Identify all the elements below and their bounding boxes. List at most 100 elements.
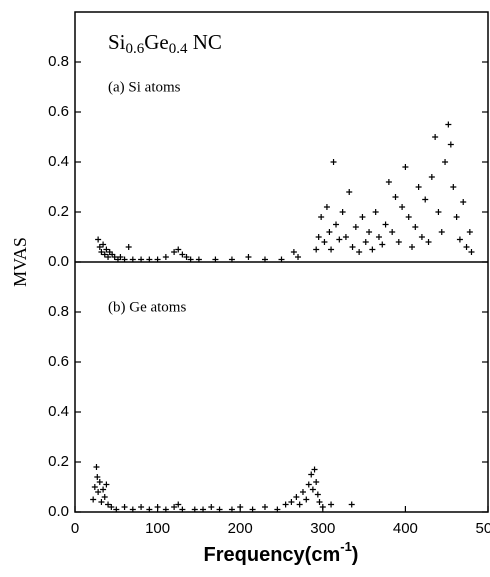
point (96, 244, 103, 250)
point (315, 234, 322, 240)
point (191, 506, 198, 513)
point (450, 184, 457, 190)
point (362, 239, 369, 245)
title-part: Ge (144, 30, 169, 54)
point (321, 239, 328, 245)
point (303, 496, 310, 503)
point (98, 499, 105, 505)
point (453, 214, 460, 220)
point (336, 236, 343, 243)
point (125, 244, 132, 250)
y-tick-label: 0.4 (48, 153, 69, 170)
x-tick-label: 100 (145, 520, 170, 537)
y-tick-label: 0.0 (48, 503, 69, 520)
point (296, 501, 303, 508)
x-tick-label: 0 (71, 520, 79, 537)
point (113, 506, 120, 513)
title-part: Si (108, 30, 126, 54)
x-tick-label: 400 (393, 520, 418, 537)
y-tick-label: 0.2 (48, 453, 69, 470)
point (245, 254, 252, 260)
x-tick-label: 500 (475, 520, 490, 537)
point (418, 234, 425, 240)
point (103, 481, 110, 488)
point (456, 236, 463, 243)
y-tick-label: 0.2 (48, 203, 69, 220)
y-tick-label: 0.4 (48, 403, 69, 420)
point (308, 471, 315, 478)
point (228, 256, 235, 263)
point (460, 199, 467, 205)
point (385, 179, 392, 185)
point (438, 229, 445, 235)
point (305, 481, 312, 488)
point (375, 234, 382, 240)
x-tick-label: 200 (228, 520, 253, 537)
point (412, 224, 419, 230)
point (95, 236, 102, 243)
point (129, 256, 136, 263)
point (379, 241, 386, 248)
point (101, 494, 108, 500)
title-part: 0.4 (169, 41, 188, 57)
point (105, 501, 112, 508)
point (323, 204, 330, 210)
point (442, 159, 449, 165)
point (216, 506, 223, 513)
point (171, 504, 178, 510)
y-tick-label: 0.0 (48, 253, 69, 270)
x-label-part: -1 (340, 539, 352, 554)
point (372, 209, 379, 215)
y-axis-label: MVAS (10, 237, 30, 287)
point (261, 504, 268, 510)
point (328, 246, 335, 253)
point (162, 506, 169, 513)
point (179, 506, 186, 513)
point (395, 239, 402, 245)
point (171, 249, 178, 255)
point (101, 251, 108, 258)
point (359, 214, 366, 220)
point (319, 504, 326, 510)
point (91, 484, 98, 490)
point (346, 189, 353, 195)
point (278, 256, 285, 263)
chart-title: Si0.6Ge0.4 NC (108, 30, 222, 58)
point (392, 194, 399, 200)
point (432, 134, 439, 140)
point (93, 464, 100, 470)
point (428, 174, 435, 180)
point (356, 249, 363, 255)
point (318, 214, 325, 220)
point (117, 254, 124, 260)
title-part: NC (188, 30, 222, 54)
point (175, 246, 182, 253)
point (463, 244, 470, 250)
point (261, 256, 268, 263)
point (447, 141, 454, 148)
y-tick-label: 0.6 (48, 353, 69, 370)
point (409, 244, 416, 250)
point (103, 246, 110, 253)
annotation: (b) Ge atoms (108, 299, 186, 315)
point (282, 501, 289, 508)
point (405, 214, 412, 220)
point (311, 466, 318, 473)
point (195, 256, 202, 263)
point (288, 499, 295, 505)
x-label-part: Frequency(cm (204, 544, 341, 566)
point (399, 204, 406, 210)
point (212, 256, 219, 263)
point (146, 506, 153, 513)
point (316, 499, 323, 505)
point (121, 504, 128, 510)
point (339, 209, 346, 215)
point (162, 254, 169, 260)
point (111, 254, 118, 260)
point (348, 501, 355, 508)
point (382, 221, 389, 228)
point (175, 501, 182, 508)
point (154, 504, 161, 510)
point (330, 159, 337, 165)
